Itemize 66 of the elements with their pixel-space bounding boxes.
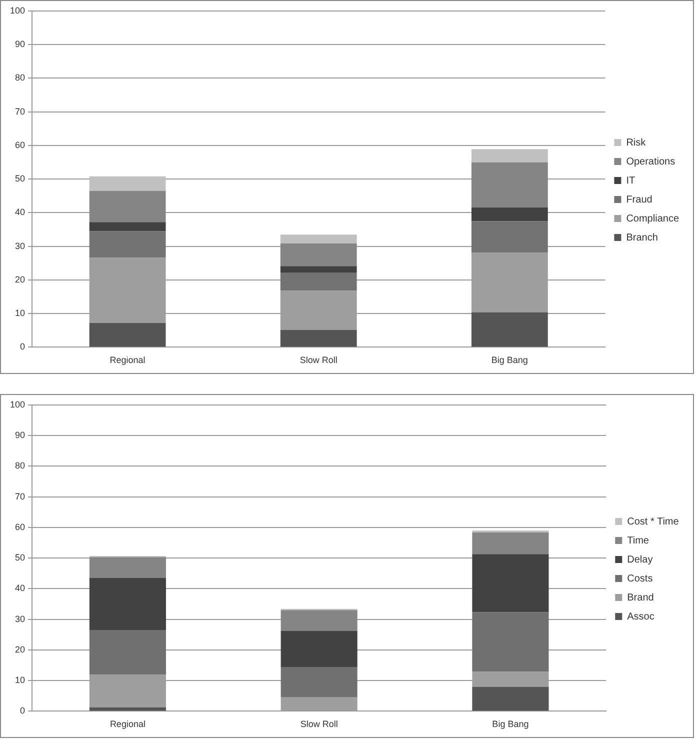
bar — [89, 557, 166, 578]
bar — [89, 630, 166, 675]
bar — [280, 610, 358, 631]
y-tick-label: 70 — [15, 491, 26, 502]
bar — [89, 578, 166, 630]
bar — [472, 612, 549, 672]
legend-label: Brand — [627, 592, 654, 604]
bar — [472, 532, 549, 554]
bar — [89, 231, 166, 258]
y-tick-label: 60 — [15, 522, 26, 532]
bar — [280, 243, 357, 266]
y-tick-label: 20 — [15, 274, 26, 284]
bar — [471, 312, 548, 347]
x-tick-label: Big Bang — [492, 719, 529, 730]
y-tick-label: 90 — [15, 39, 26, 50]
y-tick-label: 100 — [10, 5, 26, 16]
y-tick-label: 90 — [15, 430, 26, 440]
y-tick-label: 0 — [20, 342, 26, 352]
x-tick-label: Big Bang — [491, 355, 528, 366]
bar — [471, 221, 548, 253]
bar — [89, 707, 166, 711]
bar — [280, 266, 357, 273]
bar — [472, 686, 549, 711]
y-tick-label: 20 — [15, 644, 26, 654]
bar — [280, 272, 357, 291]
y-tick-label: 10 — [15, 675, 26, 686]
legend-label: Risk — [626, 137, 647, 148]
y-tick-label: 30 — [15, 614, 26, 624]
bar — [280, 330, 357, 347]
bar — [471, 207, 548, 222]
y-tick-label: 10 — [15, 308, 26, 318]
legend-label: Time — [627, 535, 650, 546]
legend-label: Assoc — [627, 611, 654, 622]
legend-label: IT — [626, 175, 636, 186]
bar — [471, 149, 548, 162]
y-tick-label: 80 — [15, 460, 26, 471]
y-tick-label: 60 — [15, 140, 26, 150]
y-tick-label: 0 — [20, 706, 26, 716]
bar — [280, 667, 358, 698]
bar — [472, 554, 549, 612]
legend-label: Fraud — [626, 194, 652, 206]
y-tick-label: 80 — [15, 72, 26, 83]
legend-label: Delay — [627, 554, 653, 566]
bar — [471, 162, 548, 208]
bar — [280, 630, 358, 668]
bar — [89, 322, 166, 347]
y-tick-label: 40 — [15, 583, 26, 594]
y-tick-label: 50 — [15, 174, 26, 184]
bar — [89, 222, 166, 232]
legend-label: Costs — [627, 573, 653, 584]
y-tick-label: 100 — [10, 399, 26, 410]
x-tick-label: Slow Roll — [300, 355, 338, 366]
bar — [89, 176, 166, 191]
legend-label: Cost * Time — [627, 516, 680, 528]
x-tick-label: Regional — [110, 719, 146, 730]
y-tick-label: 70 — [15, 106, 26, 116]
y-tick-label: 30 — [15, 240, 26, 251]
legend-label: Compliance — [626, 213, 680, 224]
x-tick-label: Regional — [110, 355, 146, 366]
bar — [280, 234, 357, 244]
bar — [89, 190, 166, 222]
legend-label: Branch — [626, 232, 658, 244]
legend-label: Operations — [626, 156, 676, 168]
x-tick-label: Slow Roll — [300, 719, 338, 730]
y-tick-label: 50 — [15, 552, 26, 563]
y-tick-label: 40 — [15, 207, 26, 218]
